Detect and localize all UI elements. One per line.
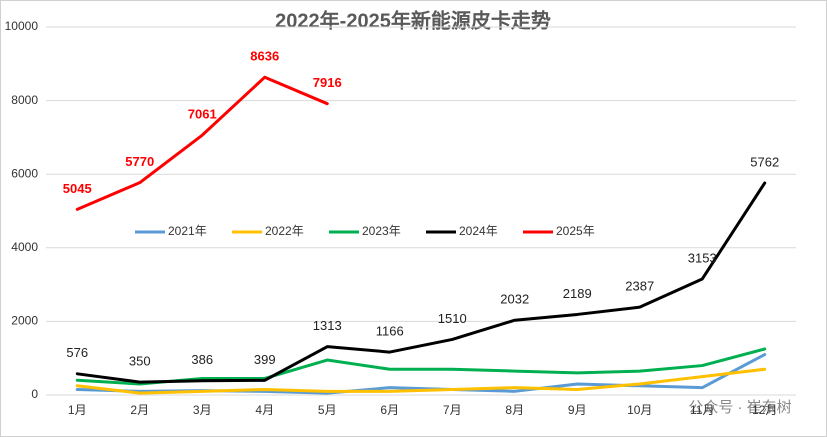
data-label: 5045 <box>63 181 92 196</box>
x-tick-label: 2月 <box>130 403 149 417</box>
data-label: 399 <box>254 352 276 367</box>
series-line <box>75 75 329 211</box>
legend-label: 2021年 <box>168 224 207 238</box>
series-line <box>75 181 767 384</box>
data-label: 1166 <box>376 324 404 339</box>
x-tick-label: 8月 <box>505 403 524 417</box>
chart-title: 2022年-2025年新能源皮卡走势 <box>275 8 551 32</box>
data-label: 350 <box>129 354 151 369</box>
y-tick-label: 2000 <box>11 314 38 328</box>
y-tick-label: 6000 <box>11 166 38 180</box>
y-tick-label: 8000 <box>11 93 38 107</box>
data-label: 2387 <box>625 279 654 294</box>
legend-label: 2022年 <box>265 224 304 238</box>
x-tick-label: 12月 <box>752 403 777 417</box>
data-label: 1510 <box>438 311 467 326</box>
legend-label: 2024年 <box>459 224 498 238</box>
x-tick-label: 3月 <box>193 403 212 417</box>
watermark: 公众号 · 崔东树 <box>688 399 791 416</box>
x-tick-label: 10月 <box>627 403 652 417</box>
data-label: 3153 <box>688 250 717 265</box>
legend-label: 2023年 <box>362 224 401 238</box>
data-label: 2189 <box>563 286 592 301</box>
x-tick-label: 7月 <box>443 403 462 417</box>
data-label: 5762 <box>750 154 779 169</box>
data-label: 1313 <box>313 318 342 333</box>
data-label: 7061 <box>188 107 217 122</box>
data-label: 5770 <box>125 154 154 169</box>
x-tick-label: 4月 <box>255 403 274 417</box>
y-tick-label: 0 <box>31 387 38 401</box>
x-tick-label: 1月 <box>68 403 87 417</box>
data-label: 2032 <box>500 292 529 307</box>
x-tick-label: 9月 <box>568 403 587 417</box>
x-tick-label: 6月 <box>380 403 399 417</box>
data-label: 386 <box>191 352 213 367</box>
data-label: 8636 <box>250 49 279 64</box>
x-tick-label: 5月 <box>318 403 337 417</box>
data-label: 7916 <box>313 75 342 90</box>
series-line <box>75 347 767 386</box>
x-tick-label: 11月 <box>690 403 714 417</box>
data-label: 576 <box>66 345 88 360</box>
y-tick-label: 4000 <box>11 240 38 254</box>
legend-label: 2025年 <box>556 224 595 238</box>
series-line <box>75 367 767 395</box>
y-tick-label: 10000 <box>5 19 39 33</box>
